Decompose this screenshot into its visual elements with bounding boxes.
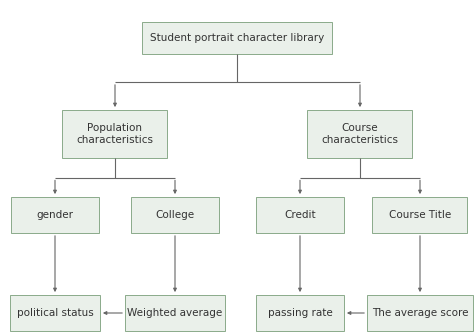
FancyBboxPatch shape	[367, 295, 473, 331]
Text: The average score: The average score	[372, 308, 468, 318]
Text: Credit: Credit	[284, 210, 316, 220]
Text: gender: gender	[36, 210, 73, 220]
FancyBboxPatch shape	[256, 197, 344, 233]
Text: passing rate: passing rate	[268, 308, 332, 318]
Text: College: College	[155, 210, 194, 220]
FancyBboxPatch shape	[10, 295, 100, 331]
Text: Population
characteristics: Population characteristics	[76, 123, 154, 145]
Text: political status: political status	[17, 308, 93, 318]
FancyBboxPatch shape	[373, 197, 467, 233]
FancyBboxPatch shape	[308, 110, 412, 158]
Text: Weighted average: Weighted average	[128, 308, 223, 318]
FancyBboxPatch shape	[142, 22, 332, 54]
FancyBboxPatch shape	[63, 110, 167, 158]
FancyBboxPatch shape	[131, 197, 219, 233]
Text: Student portrait character library: Student portrait character library	[150, 33, 324, 43]
FancyBboxPatch shape	[125, 295, 225, 331]
FancyBboxPatch shape	[11, 197, 99, 233]
Text: Course
characteristics: Course characteristics	[321, 123, 399, 145]
FancyBboxPatch shape	[256, 295, 344, 331]
Text: Course Title: Course Title	[389, 210, 451, 220]
